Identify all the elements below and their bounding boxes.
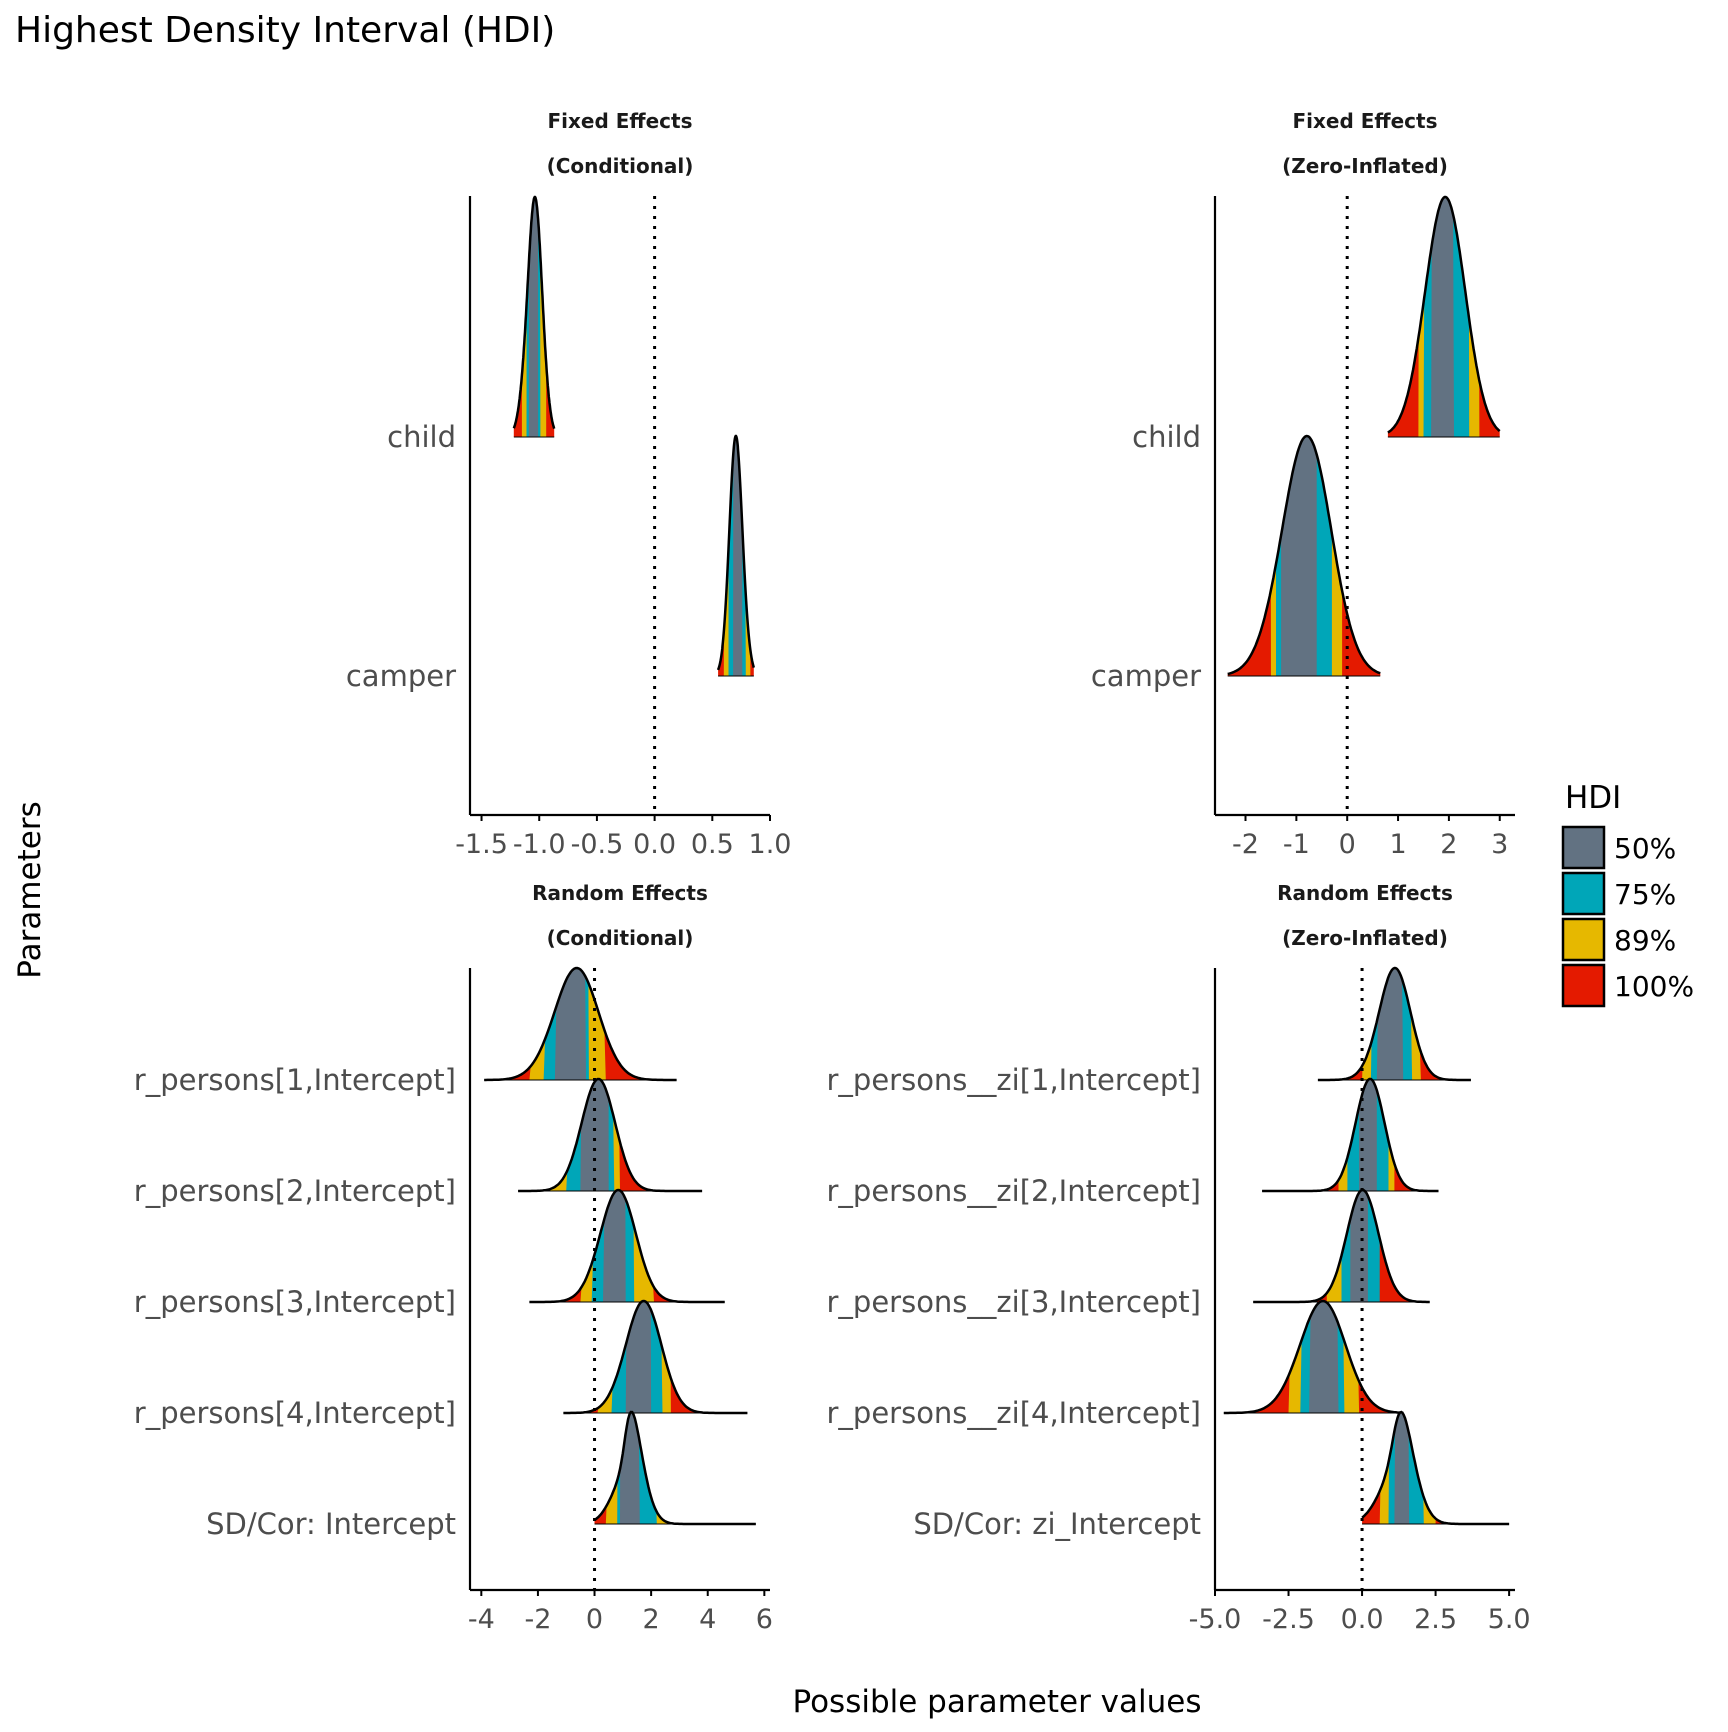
legend-label: 50% [1614,832,1676,865]
legend-key-50 [1561,825,1606,870]
density-outline [716,434,755,671]
legend-key-75 [1561,871,1606,916]
x-tick-label: 2 [643,1604,660,1635]
panel-title-line1: Random Effects [532,881,708,905]
x-tick-label: 0 [1339,829,1356,860]
panel-title-line1: Fixed Effects [547,109,692,133]
hdi-band-50 [733,436,743,676]
x-tick-label: -2 [524,1604,551,1635]
hdi-band-50 [603,1190,626,1302]
ridge [716,434,755,677]
x-tick-label: -1.0 [513,829,566,860]
ridge [1361,1410,1510,1526]
ridge [1387,195,1501,438]
parameter-label: r_persons__zi[3,Intercept] [826,1285,1201,1319]
panel-4: Random Effects (Zero-Inflated) r_persons__… [826,881,1530,1635]
legend: 50% 75% 89% 100% [1561,825,1694,1008]
ridge [1262,1077,1439,1193]
panel-title-line1: Random Effects [1277,881,1453,905]
parameter-label: r_persons[2,Intercept] [134,1174,456,1208]
x-tick-label: 0.5 [691,829,734,860]
ridge [529,1188,725,1304]
x-tick-label: 1.0 [749,829,792,860]
density-outline [1227,434,1381,676]
panel-3: Random Effects (Conditional) r_persons[1,I… [134,881,773,1635]
ridge [1253,1188,1430,1304]
legend-label: 100% [1614,970,1694,1003]
legend-label: 89% [1614,924,1676,957]
ridge [512,195,556,438]
x-tick-label: -2.5 [1262,1604,1315,1635]
density-outline [484,966,677,1082]
hdi-band-50 [1309,1301,1339,1413]
ridge [518,1077,703,1193]
x-tick-label: -5.0 [1189,1604,1242,1635]
x-tick-label: 2.5 [1414,1604,1457,1635]
x-tick-label: 6 [756,1604,773,1635]
x-tick-label: -2 [1232,829,1259,860]
ridge [1223,1299,1404,1415]
density-outline [512,195,556,429]
hdi-band-50 [528,197,539,437]
x-tick-label: 5.0 [1488,1604,1531,1635]
panels: Fixed Effects (Conditional) child camper -1.… [134,109,1531,1635]
hdi-band-50 [1394,1412,1410,1524]
panel-title-line1: Fixed Effects [1292,109,1437,133]
panel-title-line2: (Zero-Inflated) [1282,926,1448,950]
hdi-band-50 [625,1301,652,1413]
x-axis-title: Possible parameter values [792,1684,1201,1720]
y-axis-title: Parameters [12,801,48,978]
ridge [593,1410,756,1526]
legend-key-100 [1561,963,1606,1008]
density-outline [1223,1299,1404,1415]
x-tick-label: 1 [1389,829,1406,860]
x-tick-label: -1 [1283,829,1310,860]
parameter-label: SD/Cor: zi_Intercept [913,1507,1201,1541]
density-outline [1317,966,1471,1082]
hdi-band-50 [1281,436,1317,676]
hdi-band-50 [1376,968,1404,1080]
x-tick-label: 0 [586,1604,603,1635]
hdi-band-100 [1253,1190,1430,1302]
parameter-label: child [1132,420,1201,454]
parameter-label: camper [346,659,456,693]
x-tick-label: -1.5 [455,829,508,860]
parameter-label: child [387,420,456,454]
parameter-label: r_persons[1,Intercept] [134,1063,456,1097]
panel-title-line2: (Conditional) [547,154,694,178]
x-tick-label: 2 [1440,829,1457,860]
chart-title: Highest Density Interval (HDI) [15,10,555,51]
panel-title-line2: (Conditional) [547,926,694,950]
hdi-band-50 [1359,1079,1377,1191]
panel-1: Fixed Effects (Conditional) child camper -1.… [346,109,792,860]
ridge [1227,434,1381,677]
parameter-label: r_persons[4,Intercept] [134,1396,456,1430]
parameter-label: r_persons__zi[1,Intercept] [826,1063,1201,1097]
x-tick-label: 0.0 [1341,1604,1384,1635]
parameter-label: r_persons__zi[4,Intercept] [826,1396,1201,1430]
x-tick-label: 0.0 [633,829,676,860]
ridge [563,1299,748,1415]
hdi-band-50 [580,1079,609,1191]
ridge [1317,966,1471,1082]
legend-key-89 [1561,917,1606,962]
parameter-label: r_persons[3,Intercept] [134,1285,456,1319]
parameter-label: camper [1091,659,1201,693]
panel-title-line2: (Zero-Inflated) [1282,154,1448,178]
ridge [484,966,677,1082]
parameter-label: r_persons__zi[2,Intercept] [826,1174,1201,1208]
x-tick-label: 4 [699,1604,716,1635]
legend-title: HDI [1565,780,1621,816]
x-tick-label: -4 [468,1604,495,1635]
hdi-band-50 [554,968,586,1080]
legend-label: 75% [1614,878,1676,911]
x-tick-label: 3 [1491,829,1508,860]
density-outline [1387,195,1501,434]
panel-2: Fixed Effects (Zero-Inflated) child camper -… [1091,109,1515,860]
hdi-band-50 [1431,197,1454,437]
x-tick-label: -0.5 [571,829,624,860]
parameter-label: SD/Cor: Intercept [206,1507,456,1541]
